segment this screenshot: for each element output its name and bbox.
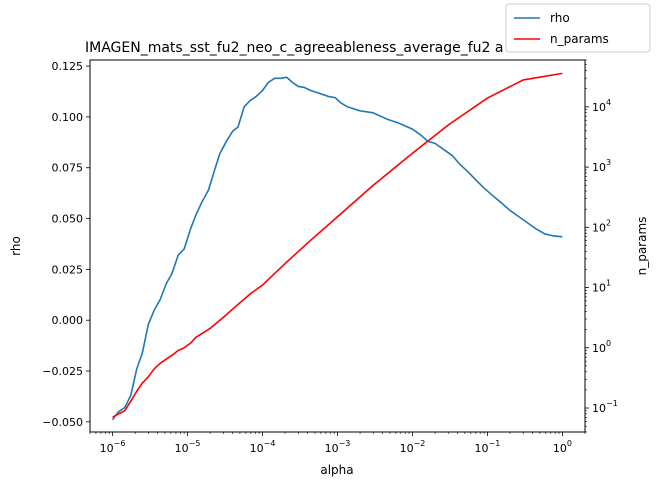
y-right-tick-label: 101 — [592, 279, 611, 295]
y-axis-left-label: rho — [9, 236, 23, 256]
y-left-tick-label: −0.025 — [42, 365, 83, 378]
legend-box — [505, 3, 651, 53]
x-tick-label: 10−1 — [475, 439, 501, 455]
y-axis-right-label: n_params — [635, 217, 649, 276]
y-axis-right: 10−1 100 101 102 103 104 — [585, 59, 618, 433]
y-left-tick-label: 0.125 — [52, 60, 84, 73]
y-right-tick-label: 104 — [592, 98, 611, 114]
series-layer — [111, 72, 563, 421]
y-axis-left: −0.050 −0.025 0.000 0.025 0.050 0.075 0.100 0.1… — [42, 60, 90, 429]
chart-title: IMAGEN_mats_sst_fu2_neo_c_agreeableness_… — [85, 40, 503, 56]
y-left-tick-label: 0.000 — [52, 314, 84, 327]
y-left-tick-label: −0.050 — [42, 416, 83, 429]
legend-label-n-params: n_params — [550, 32, 609, 46]
y-right-tick-label: 102 — [592, 218, 611, 234]
y-left-tick-label: 0.025 — [52, 263, 84, 276]
series-line-rho — [111, 76, 563, 421]
series-line-n-params — [112, 72, 563, 419]
x-tick-label: 100 — [553, 439, 572, 455]
x-tick-label: 10−6 — [100, 439, 126, 455]
y-left-tick-label: 0.050 — [52, 213, 84, 226]
x-tick-label: 10−5 — [175, 439, 201, 455]
legend: rho n_params — [505, 3, 651, 53]
y-left-tick-label: 0.075 — [52, 162, 84, 175]
x-axis-label: alpha — [320, 463, 353, 477]
y-right-tick-label: 100 — [592, 339, 611, 355]
y-right-tick-label: 103 — [592, 158, 611, 174]
legend-label-rho: rho — [550, 11, 570, 25]
y-right-tick-label: 10−1 — [592, 399, 618, 415]
x-tick-label: 10−3 — [325, 439, 351, 455]
x-tick-label: 10−4 — [250, 439, 276, 455]
x-axis: 10−6 10−5 10−4 10−3 10−2 10−1 100 — [89, 432, 586, 455]
x-tick-label: 10−2 — [400, 439, 426, 455]
y-left-tick-label: 0.100 — [52, 111, 84, 124]
